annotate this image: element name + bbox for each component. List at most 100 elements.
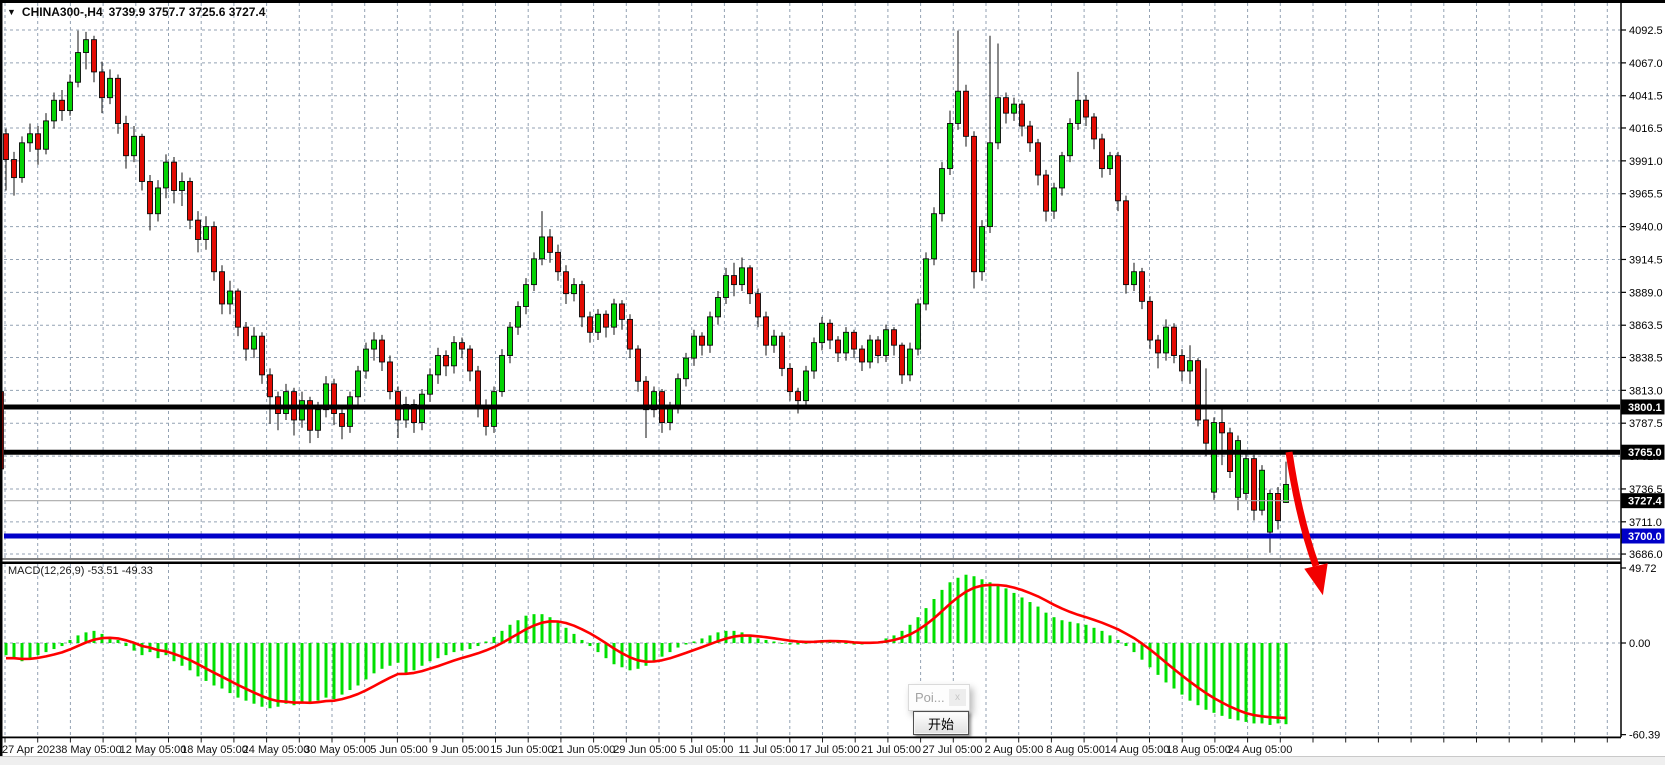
macd-histogram-bar	[1172, 643, 1176, 689]
macd-histogram-bar	[1284, 643, 1288, 725]
macd-histogram-bar	[4, 643, 8, 656]
macd-histogram-bar	[276, 643, 280, 707]
bear-candle	[59, 99, 65, 112]
price-axis-label: 3711.0	[1629, 517, 1662, 529]
bear-candle	[1091, 116, 1097, 140]
price-axis-label: 3787.5	[1629, 418, 1663, 430]
bear-candle	[1155, 339, 1161, 354]
bear-candle	[235, 290, 241, 328]
bull-candle	[1011, 103, 1017, 114]
bear-candle	[1099, 138, 1105, 170]
macd-histogram-bar	[588, 643, 592, 647]
bull-candle	[27, 133, 33, 144]
symbol-dropdown-icon[interactable]: ▼	[7, 6, 16, 17]
bear-candle	[475, 370, 481, 408]
bear-candle	[963, 90, 969, 137]
bull-candle	[155, 187, 161, 215]
bear-candle	[1003, 97, 1009, 114]
macd-histogram-bar	[956, 577, 960, 643]
macd-histogram-bar	[940, 589, 944, 643]
macd-histogram-bar	[108, 636, 112, 643]
top-border	[0, 0, 1665, 3]
bear-candle	[899, 344, 905, 376]
bull-candle	[1211, 422, 1217, 493]
macd-histogram-bar	[188, 643, 192, 671]
macd-histogram-bar	[300, 643, 304, 703]
bear-candle	[1115, 155, 1121, 202]
macd-histogram-bar	[52, 643, 56, 650]
bull-candle	[995, 97, 1001, 144]
symbol-ohlc-values: 3739.9 3757.7 3725.6 3727.4	[108, 5, 266, 19]
macd-histogram-bar	[444, 643, 448, 656]
bull-candle	[43, 120, 49, 150]
bull-candle	[83, 39, 89, 54]
bull-candle	[371, 339, 377, 350]
trend-arrow-annotation[interactable]	[1285, 451, 1328, 596]
bear-candle	[443, 355, 449, 367]
date-axis-label: 15 Jun 05:00	[490, 744, 554, 756]
price-tag-label: 3800.1	[1628, 402, 1662, 414]
macd-histogram-bar	[76, 635, 80, 643]
bear-candle	[211, 226, 217, 273]
macd-histogram-bar	[140, 643, 144, 656]
bear-candle	[755, 293, 761, 318]
bear-candle	[387, 361, 393, 393]
bull-candle	[539, 236, 545, 260]
macd-histogram-bar	[1244, 643, 1248, 722]
bull-candle	[427, 374, 433, 395]
macd-histogram-bar	[244, 643, 248, 701]
date-axis-label: 8 Aug 05:00	[1046, 744, 1105, 756]
macd-histogram-bar	[1044, 612, 1048, 643]
date-axis-label: 27 Jul 05:00	[923, 744, 983, 756]
price-axis-label: 4016.5	[1629, 123, 1663, 135]
macd-histogram-bar	[748, 635, 752, 643]
bull-candle	[355, 370, 361, 398]
price-tag	[1621, 399, 1665, 415]
bear-candle	[1179, 355, 1185, 372]
bear-candle	[1123, 200, 1129, 286]
macd-histogram-bar	[996, 585, 1000, 643]
bull-candle	[1163, 326, 1169, 354]
price-tag	[1621, 493, 1665, 509]
bull-candle	[715, 297, 721, 318]
bear-candle	[243, 326, 249, 350]
date-axis-label: 9 Jun 05:00	[432, 744, 490, 756]
bull-candle	[1131, 271, 1137, 286]
bull-candle	[251, 335, 257, 350]
macd-histogram-bar	[372, 643, 376, 674]
date-axis-label: 30 May 05:00	[304, 744, 371, 756]
macd-histogram-bar	[1212, 643, 1216, 713]
macd-histogram-bar	[20, 643, 24, 662]
bull-candle	[435, 355, 441, 376]
bear-candle	[1035, 142, 1041, 176]
bear-candle	[3, 133, 9, 161]
macd-histogram-bar	[804, 643, 808, 644]
macd-histogram-bar	[540, 614, 544, 643]
bear-candle	[1019, 103, 1025, 127]
bull-candle	[227, 290, 233, 305]
bull-candle	[1107, 155, 1113, 170]
popup-close-icon[interactable]: x	[949, 689, 966, 706]
macd-histogram-bar	[1204, 643, 1208, 710]
bull-candle	[595, 313, 601, 333]
macd-histogram-bar	[356, 643, 360, 686]
bull-candle	[683, 357, 689, 380]
price-tag-label: 3727.4	[1628, 496, 1663, 508]
bear-candle	[91, 39, 97, 73]
bear-candle	[891, 329, 897, 346]
macd-histogram-bar	[692, 641, 696, 643]
bull-candle	[451, 342, 457, 367]
macd-histogram-bar	[516, 620, 520, 643]
bull-candle	[203, 226, 209, 240]
bull-candle	[131, 135, 137, 157]
bull-candle	[1235, 440, 1241, 498]
macd-histogram-bar	[404, 643, 408, 674]
bear-candle	[219, 271, 225, 305]
macd-histogram-bar	[396, 643, 400, 663]
start-button[interactable]: 开始	[913, 711, 969, 735]
macd-histogram-bar	[204, 643, 208, 681]
macd-histogram-bar	[316, 643, 320, 701]
macd-histogram-bar	[476, 643, 480, 647]
